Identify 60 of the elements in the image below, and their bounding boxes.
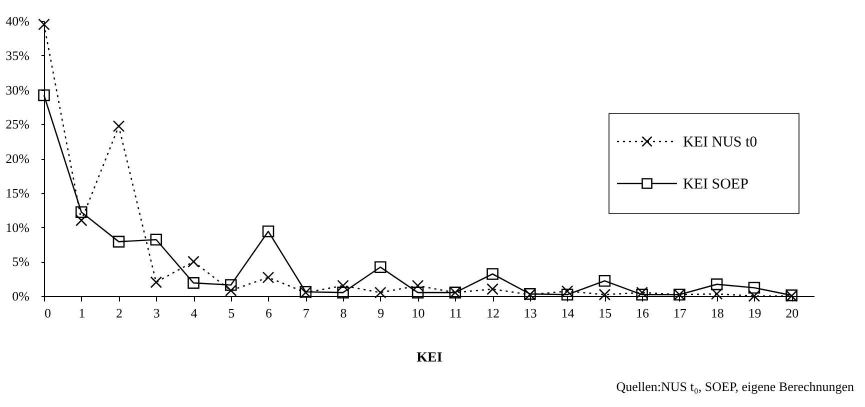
point xyxy=(598,274,611,287)
point xyxy=(710,278,723,290)
x-tick-label: 10 xyxy=(412,306,425,320)
point xyxy=(188,256,200,268)
point xyxy=(561,288,574,301)
point xyxy=(112,236,125,248)
point xyxy=(337,286,349,298)
y-tick-label: 5% xyxy=(12,254,30,270)
x-tick-label: 9 xyxy=(378,306,384,320)
legend-label: KEI SOEP xyxy=(683,176,748,192)
x-tick-label: 19 xyxy=(748,306,762,320)
point xyxy=(225,279,237,291)
x-tick-label: 12 xyxy=(486,306,500,320)
point xyxy=(486,283,498,296)
point xyxy=(150,234,162,246)
x-tick-label: 3 xyxy=(153,306,160,320)
x-tick-label: 0 xyxy=(44,306,51,320)
x-tick-label: 16 xyxy=(636,306,650,320)
source-note: Quellen:NUS t₀, SOEP, eigene Berechnungen xyxy=(616,379,854,394)
x-tick-label: 13 xyxy=(524,306,537,320)
point xyxy=(38,18,50,30)
y-tick-label: 35% xyxy=(6,48,30,63)
y-tick-label: 30% xyxy=(6,82,30,98)
y-tick-label: 15% xyxy=(6,185,30,200)
point xyxy=(262,272,274,284)
point xyxy=(75,206,88,218)
x-tick-label: 20 xyxy=(786,306,799,320)
point xyxy=(188,277,200,289)
legend-label: KEI NUS t0 xyxy=(683,134,758,150)
y-tick-label: 40% xyxy=(6,14,30,28)
y-tick-label: 20% xyxy=(6,151,30,166)
x-tick-label: 4 xyxy=(190,306,198,320)
point xyxy=(150,276,162,288)
x-tick-label: 18 xyxy=(710,306,724,320)
x-tick-label: 7 xyxy=(302,306,310,320)
point xyxy=(748,282,760,294)
point xyxy=(636,288,648,301)
point xyxy=(75,214,88,226)
x-tick-label: 14 xyxy=(561,306,575,320)
x-tick-label: 6 xyxy=(266,306,273,320)
point xyxy=(38,89,50,102)
x-tick-label: 15 xyxy=(598,306,612,320)
point xyxy=(598,288,611,301)
point xyxy=(374,286,386,298)
x-tick-label: 2 xyxy=(116,306,123,320)
x-tick-label: 17 xyxy=(673,306,687,320)
x-tick-label: 1 xyxy=(78,306,86,320)
point xyxy=(412,286,424,298)
x-axis-title: KEI xyxy=(416,350,442,366)
x-tick-label: 11 xyxy=(449,306,462,320)
y-tick-label: 25% xyxy=(6,116,30,132)
point xyxy=(486,268,498,280)
point xyxy=(374,261,386,274)
x-tick-label: 8 xyxy=(340,306,347,320)
point xyxy=(748,290,760,302)
y-tick-label: 0% xyxy=(12,288,30,304)
point xyxy=(262,225,274,238)
x-tick-label: 5 xyxy=(228,306,235,320)
y-tick-label: 10% xyxy=(6,220,30,235)
point xyxy=(112,120,125,132)
